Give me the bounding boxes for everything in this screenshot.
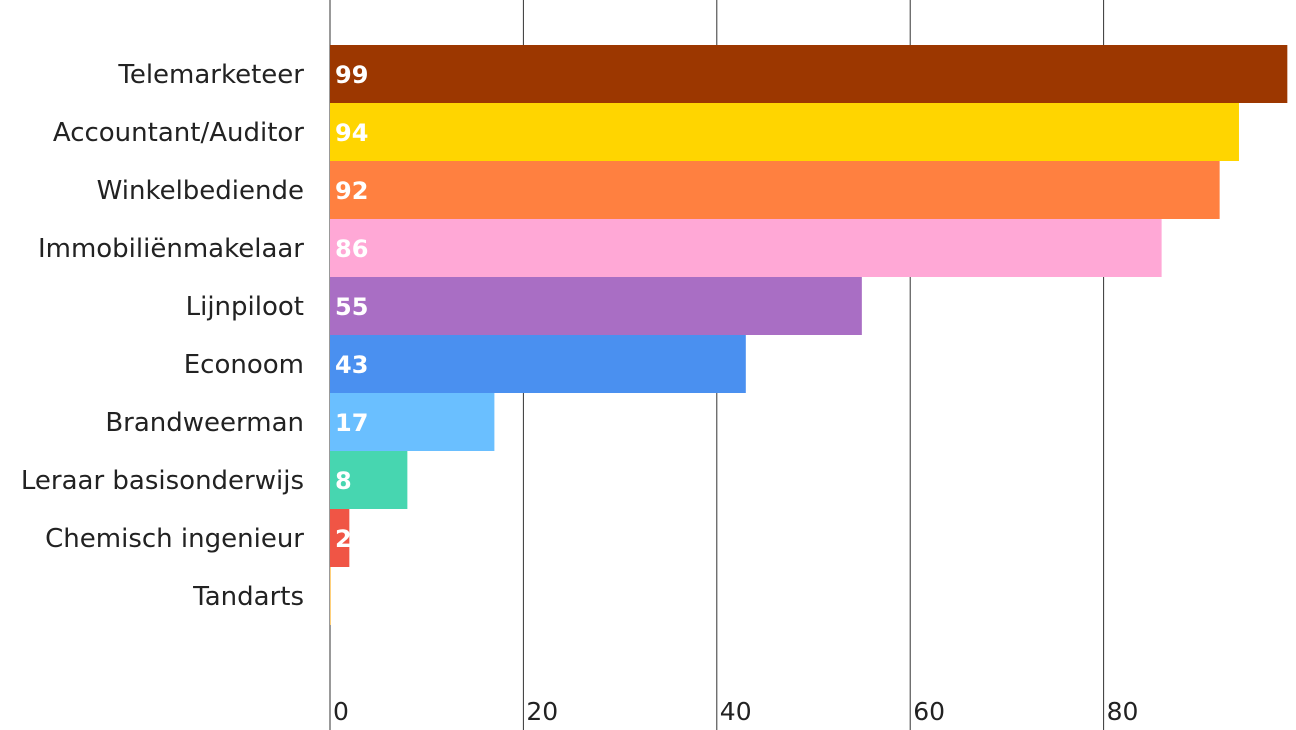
data-label: 99 — [335, 61, 368, 89]
x-tick-label: 0 — [333, 697, 349, 726]
data-label: 92 — [335, 177, 368, 205]
category-label: Telemarketeer — [117, 60, 304, 90]
x-tick-label: 80 — [1107, 697, 1139, 726]
category-label: Accountant/Auditor — [53, 118, 304, 148]
bar — [330, 277, 862, 335]
x-tick-label: 40 — [720, 697, 752, 726]
bar — [330, 393, 495, 451]
bars — [330, 45, 1288, 625]
data-label: 2 — [335, 525, 352, 553]
x-tick-label: 60 — [913, 697, 945, 726]
x-tick-labels: 0 20 40 60 80 — [333, 697, 1138, 726]
category-labels: Telemarketeer Accountant/Auditor Winkelbed… — [21, 60, 304, 612]
bar — [330, 219, 1162, 277]
data-label: 94 — [335, 119, 368, 147]
bar — [330, 335, 746, 393]
bar — [330, 161, 1220, 219]
bar — [330, 567, 331, 625]
data-label: 86 — [335, 235, 368, 263]
category-label: Leraar basisonderwijs — [21, 466, 304, 496]
bar — [330, 509, 350, 567]
category-label: Immobiliënmakelaar — [38, 234, 304, 264]
category-label: Winkelbediende — [97, 176, 304, 206]
bar — [330, 103, 1239, 161]
bar — [330, 451, 408, 509]
data-label: 8 — [335, 467, 352, 495]
category-label: Tandarts — [192, 582, 304, 612]
category-label: Chemisch ingenieur — [45, 524, 304, 554]
data-label: 43 — [335, 351, 368, 379]
x-tick-label: 20 — [526, 697, 558, 726]
data-label: 55 — [335, 293, 368, 321]
category-label: Econoom — [184, 350, 304, 380]
bar — [330, 45, 1288, 103]
category-label: Brandweerman — [105, 408, 304, 438]
data-label: 17 — [335, 409, 368, 437]
category-label: Lijnpiloot — [186, 292, 304, 322]
value-labels: 99 94 92 86 55 43 17 8 2 — [335, 61, 368, 553]
